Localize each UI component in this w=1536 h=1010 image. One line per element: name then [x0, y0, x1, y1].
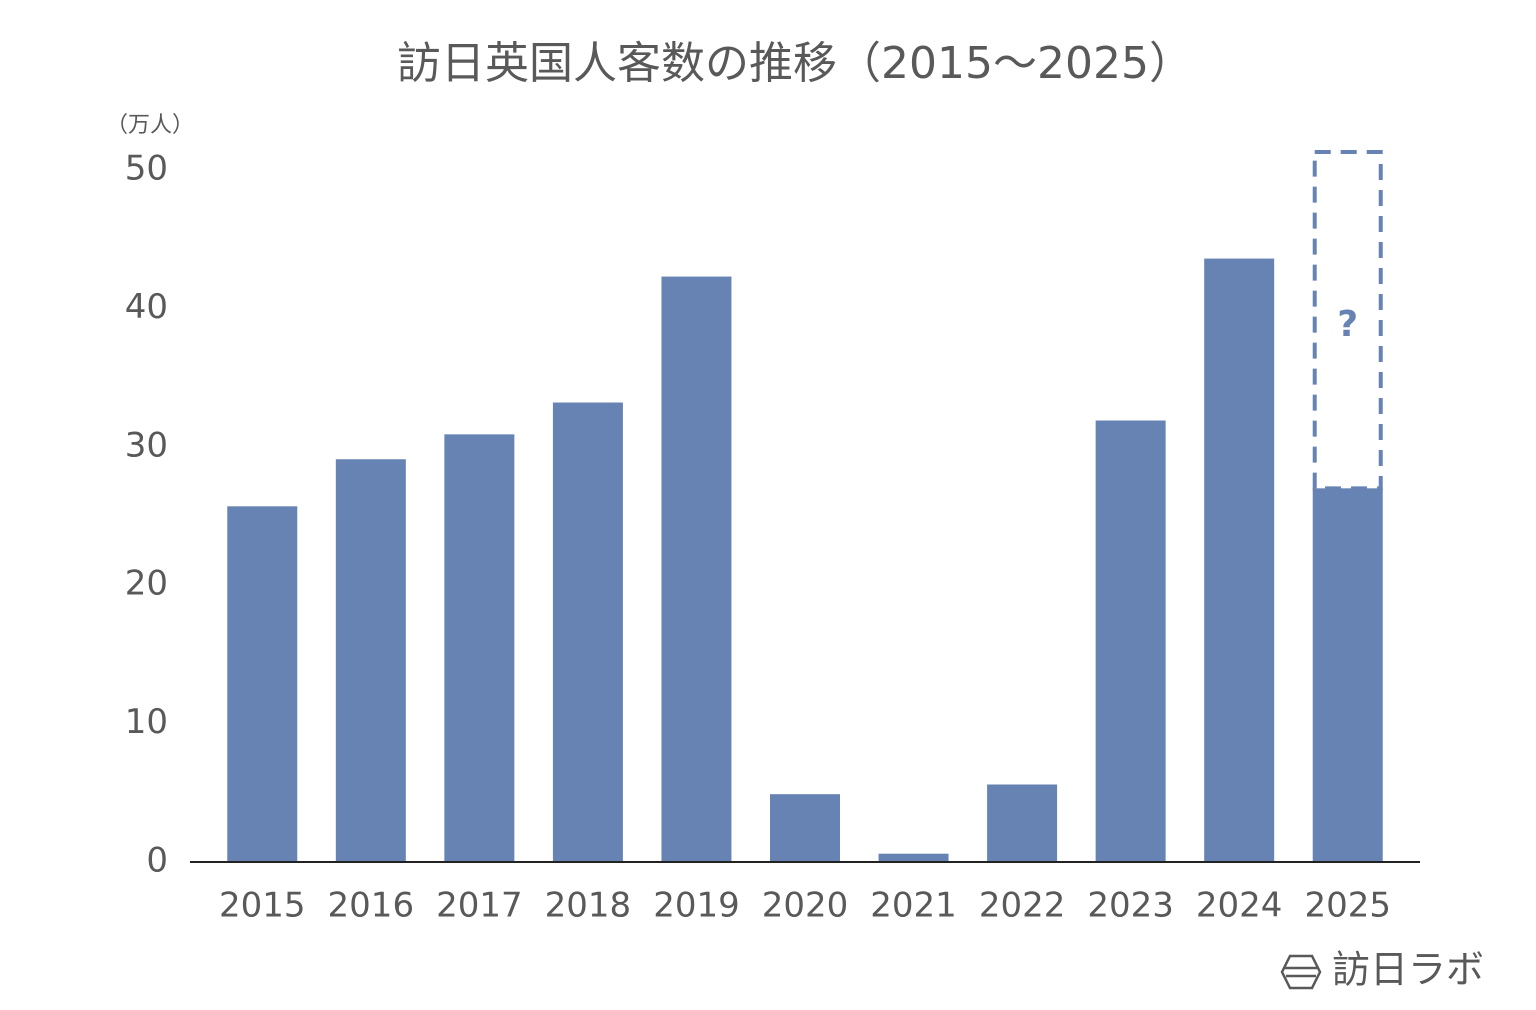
y-tick-label: 30 — [125, 425, 168, 465]
x-tick-label: 2017 — [436, 886, 523, 926]
y-tick-label: 20 — [125, 564, 168, 604]
bar — [1312, 488, 1383, 862]
y-tick-label: 0 — [146, 841, 168, 881]
x-tick-label: 2022 — [979, 886, 1066, 926]
source: 訪日ラボ — [1332, 948, 1484, 992]
y-tick-label: 10 — [125, 702, 168, 742]
x-tick-label: 2024 — [1196, 886, 1283, 926]
x-tick-label: 2023 — [1087, 886, 1174, 926]
bar — [227, 506, 298, 862]
x-tick-label: 2016 — [328, 886, 415, 926]
y-tick-label: 40 — [125, 287, 168, 327]
x-tick-label: 2021 — [870, 886, 957, 926]
x-tick-label: 2015 — [219, 886, 306, 926]
annotation: ? — [1337, 304, 1358, 345]
y-tick-label: 50 — [125, 149, 168, 189]
bar — [1095, 420, 1166, 862]
bar — [987, 784, 1058, 862]
chart-title: 訪日英国人客数の推移（2015〜2025） — [397, 38, 1193, 89]
x-tick-label: 2018 — [545, 886, 632, 926]
forecast-box — [1312, 150, 1383, 491]
bar — [770, 794, 840, 862]
x-tick-label: 2025 — [1304, 886, 1391, 926]
bar — [1204, 258, 1275, 862]
bar — [335, 459, 406, 862]
bar — [878, 853, 949, 862]
x-tick-label: 2019 — [653, 886, 740, 926]
y-unit: （万人） — [106, 113, 194, 138]
bar — [552, 402, 623, 862]
bar — [661, 276, 732, 862]
x-tick-label: 2020 — [762, 886, 849, 926]
bar — [444, 434, 515, 862]
logo-icon — [1280, 954, 1322, 990]
